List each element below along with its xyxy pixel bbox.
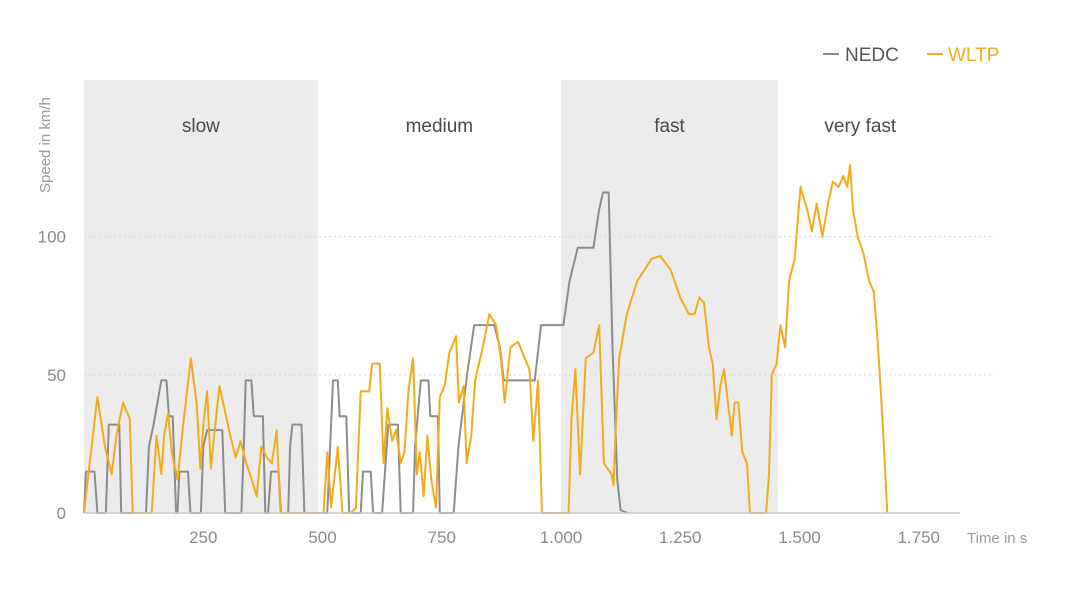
series-line-wltp bbox=[83, 163, 889, 514]
legend: NEDC WLTP bbox=[823, 45, 999, 66]
x-tick-label-1750: 1.750 bbox=[897, 528, 940, 547]
phase-label-slow: slow bbox=[182, 116, 220, 137]
phase-label-fast: fast bbox=[654, 116, 685, 137]
phase-label-very-fast: very fast bbox=[824, 116, 897, 137]
gridlines bbox=[84, 236, 995, 376]
phase-band-slow bbox=[84, 80, 318, 513]
x-tick-label-500: 500 bbox=[308, 528, 336, 547]
legend-label-wltp: WLTP bbox=[948, 45, 999, 66]
series-lines bbox=[83, 163, 889, 514]
y-tick-label-100: 100 bbox=[38, 228, 66, 247]
x-tick-label-1500: 1.500 bbox=[778, 528, 821, 547]
y-tick-label-0: 0 bbox=[57, 504, 66, 523]
phase-band-fast bbox=[561, 80, 779, 513]
axes: 0 50 100 250 500 750 1.000 1.250 1.500 1.750 bbox=[38, 228, 960, 547]
x-tick-label-1000: 1.000 bbox=[540, 528, 583, 547]
phase-label-medium: medium bbox=[406, 116, 474, 137]
y-tick-label-50: 50 bbox=[47, 366, 66, 385]
x-tick-label-1250: 1.250 bbox=[659, 528, 702, 547]
legend-label-nedc: NEDC bbox=[845, 45, 899, 66]
x-tick-label-750: 750 bbox=[428, 528, 456, 547]
y-axis-title: Speed in km/h bbox=[37, 97, 54, 193]
x-tick-label-250: 250 bbox=[189, 528, 217, 547]
phase-bands: slow medium fast very fast bbox=[84, 80, 897, 513]
x-axis-title: Time in s bbox=[967, 530, 1027, 547]
